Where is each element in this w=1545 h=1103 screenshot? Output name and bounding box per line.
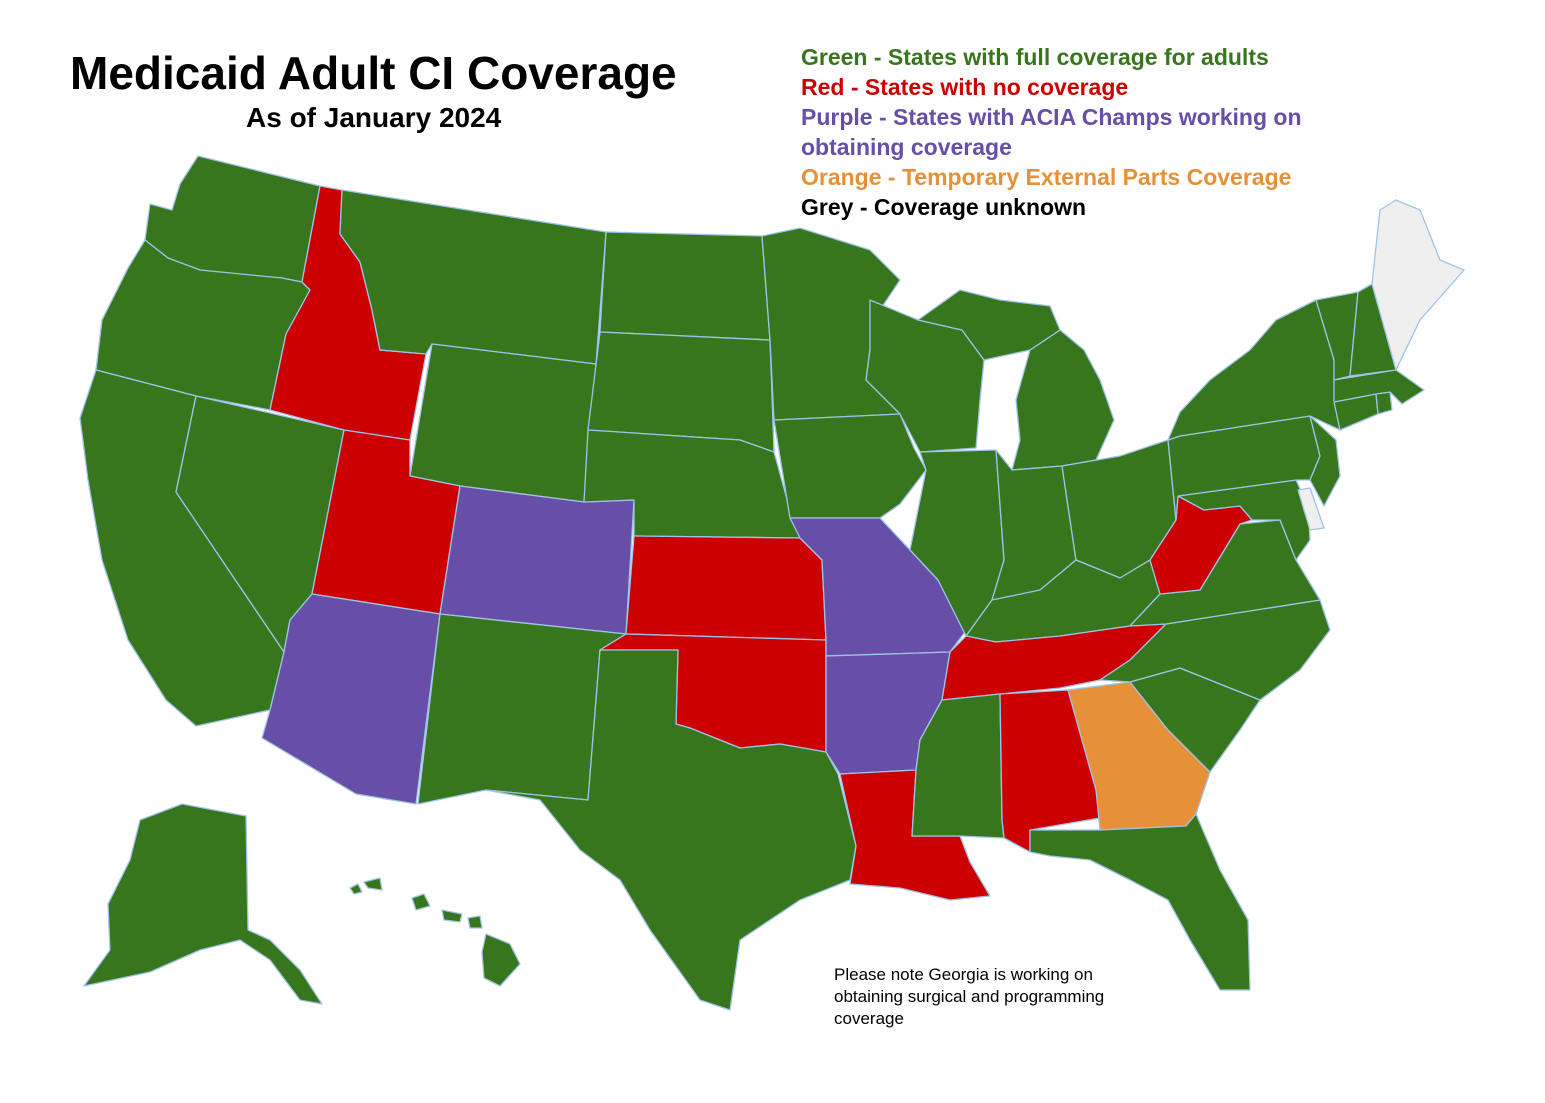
state-wyoming bbox=[409, 343, 597, 503]
state-texas bbox=[485, 649, 857, 1011]
map-title: Medicaid Adult CI Coverage bbox=[70, 47, 677, 99]
state-colorado bbox=[439, 485, 635, 635]
state-florida bbox=[1029, 813, 1251, 991]
state-michigan-upper bbox=[917, 289, 1061, 361]
map-legend: Green - States with full coverage for ad… bbox=[801, 42, 1401, 222]
legend-item-green: Green - States with full coverage for ad… bbox=[801, 44, 1269, 70]
state-maine bbox=[1371, 199, 1465, 371]
state-massachusetts bbox=[1333, 369, 1425, 405]
state-iowa bbox=[773, 413, 927, 519]
state-kansas bbox=[625, 535, 827, 641]
map-subtitle: As of January 2024 bbox=[246, 102, 502, 133]
state-vermont bbox=[1315, 291, 1359, 381]
state-north-dakota bbox=[599, 231, 771, 341]
legend-item-orange: Orange - Temporary External Parts Covera… bbox=[801, 164, 1292, 190]
state-alaska bbox=[83, 803, 323, 1005]
state-delaware bbox=[1297, 487, 1325, 531]
state-new-jersey bbox=[1309, 415, 1341, 507]
state-rhode-island bbox=[1375, 391, 1393, 415]
legend-item-grey: Grey - Coverage unknown bbox=[801, 194, 1087, 220]
state-hawaii bbox=[349, 877, 521, 987]
state-north-carolina bbox=[1099, 599, 1331, 701]
legend-item-red: Red - States with no coverage bbox=[801, 74, 1129, 100]
state-montana bbox=[339, 189, 607, 365]
georgia-note: Please note Georgia is working on obtain… bbox=[834, 965, 1105, 1028]
legend-item-purple: Purple - States with ACIA Champs working… bbox=[801, 104, 1302, 160]
state-arizona bbox=[261, 593, 441, 805]
